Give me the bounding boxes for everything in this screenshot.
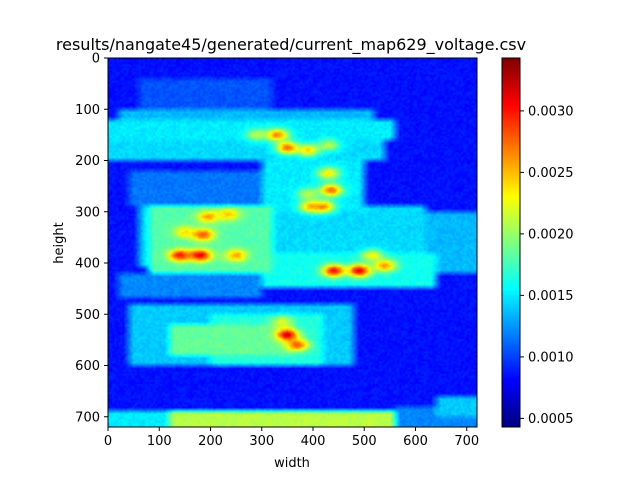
y-tick-label: 100 <box>75 103 100 118</box>
x-tick-label: 300 <box>249 434 274 449</box>
x-tick-label: 700 <box>454 434 479 449</box>
x-tick-label: 500 <box>352 434 377 449</box>
y-tick-label: 300 <box>75 205 100 220</box>
x-tick-label: 400 <box>301 434 326 449</box>
colorbar-gradient <box>502 58 520 427</box>
colorbar-tick-label: 0.0030 <box>528 104 574 119</box>
y-axis: 0 100 200 300 400 500 600 700 <box>75 52 108 425</box>
y-axis-label: height <box>52 222 67 263</box>
y-tick-label: 200 <box>75 154 100 169</box>
y-tick-label: 600 <box>75 359 100 374</box>
colorbar-tick-label: 0.0025 <box>528 166 574 181</box>
heatmap-image <box>108 58 477 427</box>
colorbar-tick-label: 0.0010 <box>528 350 574 365</box>
y-tick-label: 0 <box>92 52 100 67</box>
colorbar-axis: 0.0005 0.0010 0.0015 0.0020 0.0025 0.0030 <box>520 104 574 427</box>
x-axis-label: width <box>274 456 310 471</box>
x-tick-label: 0 <box>104 434 112 449</box>
chart-title: results/nangate45/generated/current_map6… <box>56 35 526 55</box>
colorbar-tick-label: 0.0015 <box>528 289 574 304</box>
y-tick-label: 400 <box>75 257 100 272</box>
colorbar-frame <box>501 57 521 428</box>
x-tick-label: 200 <box>198 434 223 449</box>
plot-frame <box>107 57 478 428</box>
x-axis: 0 100 200 300 400 500 600 700 <box>104 427 479 449</box>
colorbar-tick-label: 0.0005 <box>528 412 574 427</box>
x-tick-label: 600 <box>403 434 428 449</box>
y-tick-label: 500 <box>75 308 100 323</box>
colorbar-tick-label: 0.0020 <box>528 227 574 242</box>
x-tick-label: 100 <box>147 434 172 449</box>
y-tick-label: 700 <box>75 410 100 425</box>
